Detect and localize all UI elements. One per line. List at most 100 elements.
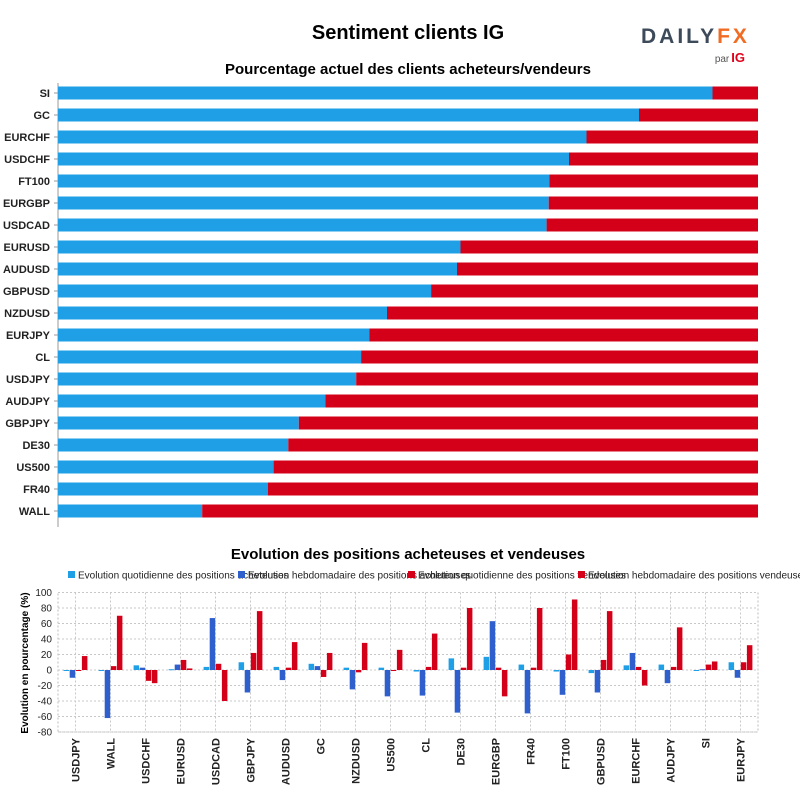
chart2-category-label: WALL	[106, 738, 118, 769]
chart1-category-label: SI	[40, 88, 50, 100]
chart2-y-tick-label: 20	[41, 650, 53, 661]
bar-daily-sell-si	[705, 664, 712, 670]
chart2-category-label: EURJPY	[736, 737, 748, 782]
bar-daily-sell-wall	[110, 666, 117, 670]
chart2-y-tick-label: -20	[38, 681, 53, 692]
chart1-category-label: EURUSD	[4, 242, 51, 254]
page-title: Sentiment clients IG	[311, 22, 505, 44]
logo-ig: IG	[731, 50, 745, 65]
logo-daily: DAILY	[641, 25, 718, 48]
chart2-category-label: EURUSD	[176, 738, 188, 785]
bar-daily-sell-de30	[460, 667, 467, 670]
bar-sell-usdchf	[569, 152, 758, 166]
bar-weekly-sell-cl	[431, 633, 438, 670]
bar-weekly-buy-gbpusd	[594, 670, 601, 693]
chart2-y-tick-label: 0	[46, 666, 52, 677]
bar-sell-eurchf	[586, 130, 758, 144]
chart2-category-label: AUDUSD	[281, 738, 293, 785]
bar-daily-sell-us500	[390, 670, 397, 671]
bar-sell-usdcad	[546, 218, 758, 232]
bar-weekly-buy-eurchf	[629, 652, 636, 670]
bar-sell-de30	[288, 438, 758, 452]
legend-label-daily-buy: Evolution quotidienne des positions ache…	[78, 571, 289, 582]
bar-buy-gbpjpy	[58, 416, 299, 430]
bar-daily-buy-si	[693, 670, 700, 671]
chart1-category-label: AUDUSD	[3, 264, 50, 276]
chart1-category-label: AUDJPY	[5, 396, 50, 408]
bar-weekly-sell-eurgbp	[501, 670, 508, 697]
bar-sell-audusd	[457, 262, 758, 276]
bar-weekly-sell-gbpusd	[606, 611, 613, 670]
bar-weekly-buy-eurgbp	[489, 621, 496, 670]
bar-buy-audjpy	[58, 394, 326, 408]
bar-sell-fr40	[268, 482, 758, 496]
legend-label-weekly-sell: Evolution hebdomadaire des positions ven…	[588, 571, 800, 582]
bar-daily-buy-audusd	[273, 666, 280, 670]
bar-buy-fr40	[58, 482, 268, 496]
legend-swatch-daily-buy	[68, 571, 75, 578]
bar-weekly-sell-eurjpy	[746, 645, 753, 670]
legend-swatch-weekly-sell	[578, 571, 585, 578]
chart2-category-label: FT100	[561, 738, 573, 770]
bar-sell-si	[712, 86, 758, 100]
chart2-y-tick-label: -80	[38, 728, 53, 739]
chart2-category-label: NZDUSD	[351, 738, 363, 784]
bar-sell-eurgbp	[548, 196, 758, 210]
bar-daily-buy-eurusd	[168, 669, 175, 671]
bar-weekly-sell-audusd	[291, 642, 298, 670]
chart1-category-label: CL	[35, 352, 50, 364]
chart2-y-tick-label: 40	[41, 635, 53, 646]
bar-buy-eurchf	[58, 130, 587, 144]
chart1-category-label: GBPJPY	[5, 418, 50, 430]
bar-sell-usdjpy	[356, 372, 758, 386]
bar-weekly-sell-gc	[326, 652, 333, 670]
chart2-category-label: EURCHF	[631, 738, 643, 784]
bar-weekly-sell-eurusd	[186, 668, 193, 670]
bar-daily-buy-audjpy	[658, 664, 665, 670]
bar-sell-nzdusd	[387, 306, 758, 320]
bar-weekly-buy-us500	[384, 670, 391, 697]
chart1-category-label: DE30	[22, 440, 50, 452]
legend-swatch-weekly-buy	[238, 571, 245, 578]
bar-daily-sell-usdchf	[145, 670, 152, 681]
bar-weekly-sell-usdchf	[151, 670, 158, 684]
bar-buy-si	[58, 86, 713, 100]
bar-sell-gbpjpy	[298, 416, 758, 430]
bar-weekly-buy-de30	[454, 670, 461, 713]
bar-daily-buy-cl	[413, 670, 420, 672]
chart1-category-label: GC	[34, 110, 51, 122]
bar-weekly-sell-nzdusd	[361, 642, 368, 670]
bar-daily-buy-usdchf	[133, 665, 140, 670]
bar-daily-buy-us500	[378, 667, 385, 670]
chart1-category-label: US500	[16, 462, 50, 474]
bar-weekly-buy-eurusd	[174, 664, 181, 670]
bar-daily-sell-gbpjpy	[250, 652, 257, 670]
bar-weekly-buy-usdcad	[209, 618, 216, 670]
bar-sell-ft100	[549, 174, 758, 188]
bar-buy-gbpusd	[58, 284, 432, 298]
bar-buy-eurgbp	[58, 196, 549, 210]
bar-daily-sell-usdjpy	[75, 670, 82, 671]
bar-buy-wall	[58, 504, 203, 518]
sentiment-bar-chart: Pourcentage actuel des clients acheteurs…	[3, 61, 758, 527]
chart2-ylabel: Evolution en pourcentage (%)	[20, 592, 31, 733]
bar-weekly-buy-wall	[104, 670, 111, 719]
chart1-category-label: EURGBP	[3, 198, 50, 210]
chart2-y-tick-label: 100	[35, 588, 52, 599]
chart2-y-tick-label: -60	[38, 712, 53, 723]
bar-weekly-buy-nzdusd	[349, 670, 356, 690]
bar-buy-ft100	[58, 174, 550, 188]
bar-daily-buy-usdjpy	[63, 670, 70, 671]
chart2-category-label: US500	[386, 738, 398, 772]
bar-daily-buy-gbpusd	[588, 670, 595, 674]
bar-buy-usdcad	[58, 218, 547, 232]
bar-daily-buy-wall	[98, 670, 105, 671]
chart2-y-tick-label: 80	[41, 604, 53, 615]
chart2-category-label: USDCHF	[141, 738, 153, 784]
chart1-category-label: EURCHF	[4, 132, 50, 144]
bar-weekly-buy-ft100	[559, 670, 566, 695]
bar-daily-sell-usdcad	[215, 663, 222, 670]
bar-sell-gbpusd	[431, 284, 758, 298]
bar-weekly-buy-gbpjpy	[244, 670, 251, 693]
chart2-category-label: GBPUSD	[596, 738, 608, 785]
